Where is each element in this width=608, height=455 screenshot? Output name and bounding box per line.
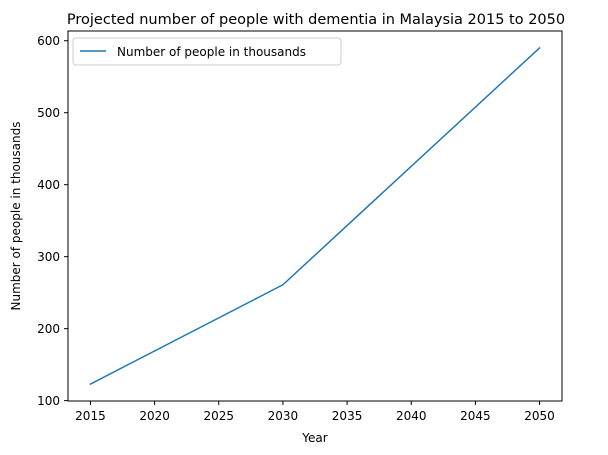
y-axis: 100 200 300 400 500 600 xyxy=(37,34,68,408)
y-tick-label-600: 600 xyxy=(37,34,60,48)
x-axis: 2015 2020 2025 2030 2035 2040 2045 2050 xyxy=(75,401,555,423)
x-tick-label-2025: 2025 xyxy=(203,409,234,423)
y-tick-label-500: 500 xyxy=(37,106,60,120)
x-axis-label: Year xyxy=(301,431,327,445)
x-tick-label-2020: 2020 xyxy=(139,409,170,423)
y-tick-label-400: 400 xyxy=(37,178,60,192)
x-tick-label-2045: 2045 xyxy=(460,409,491,423)
legend: Number of people in thousands xyxy=(72,37,342,66)
plot-area xyxy=(89,46,541,386)
chart-title: Projected number of people with dementia… xyxy=(67,12,565,28)
y-tick-label-200: 200 xyxy=(37,322,60,336)
legend-box xyxy=(72,37,342,66)
x-tick-label-2040: 2040 xyxy=(396,409,427,423)
legend-label: Number of people in thousands xyxy=(117,45,306,59)
x-tick-label-2030: 2030 xyxy=(268,409,299,423)
y-axis-label: Number of people in thousands xyxy=(9,122,23,311)
axes-frame xyxy=(67,30,563,402)
x-tick-label-2050: 2050 xyxy=(524,409,555,423)
y-tick-label-100: 100 xyxy=(37,394,60,408)
x-tick-label-2035: 2035 xyxy=(332,409,363,423)
x-tick-label-2015: 2015 xyxy=(75,409,106,423)
y-tick-label-300: 300 xyxy=(37,250,60,264)
series-line-0 xyxy=(89,46,541,386)
